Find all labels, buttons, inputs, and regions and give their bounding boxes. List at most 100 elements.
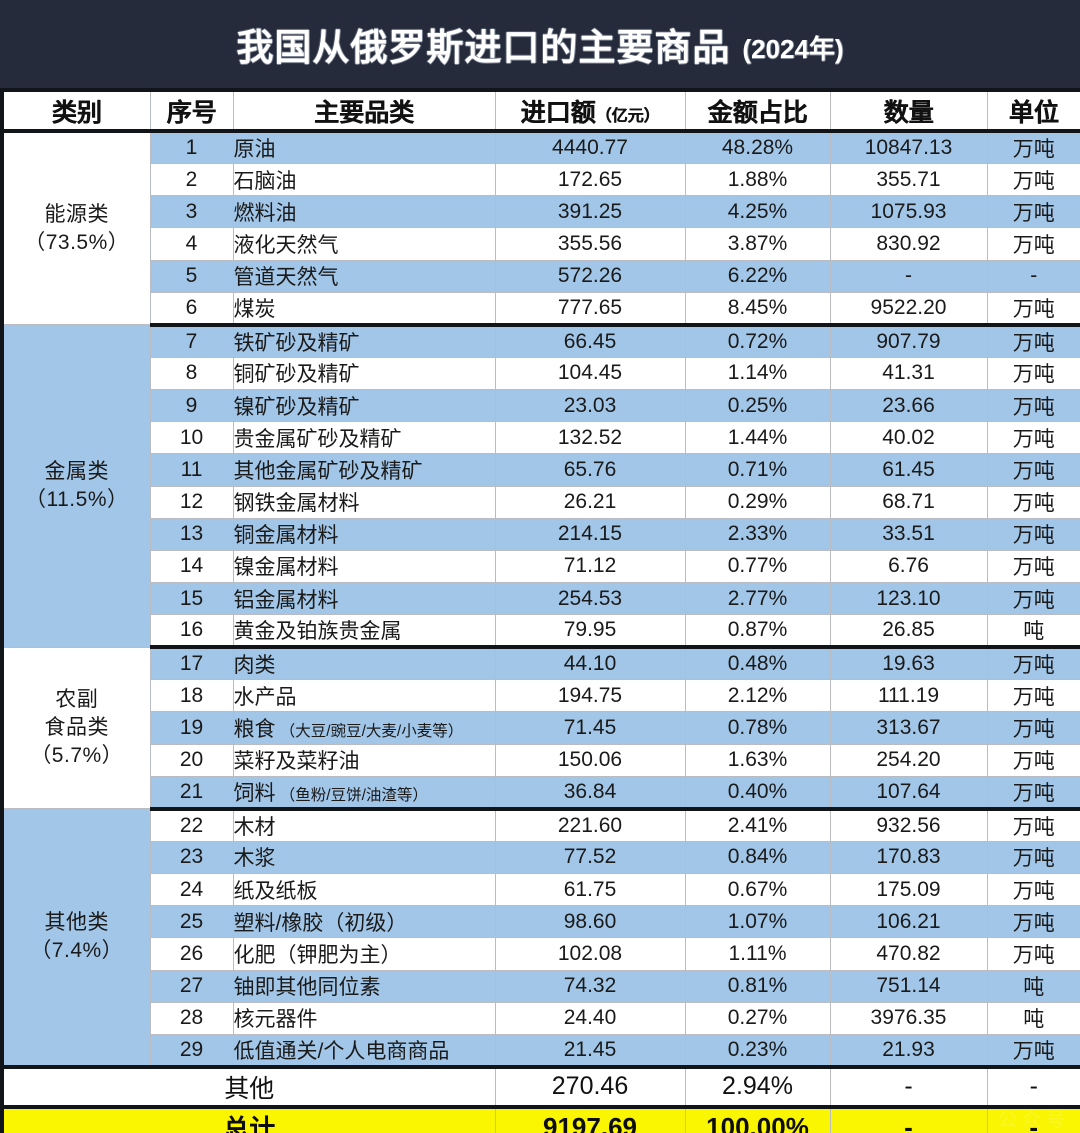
row-index: 16	[149, 614, 234, 650]
table-row: 21 饲料 （鱼粉/豆饼/油渣等） 36.84 0.40% 107.64 万吨	[2, 775, 1080, 811]
row-unit-text: 万吨	[1012, 879, 1055, 903]
title-banner: 我国从俄罗斯进口的主要商品 (2024年)	[0, 0, 1080, 88]
row-quantity: 10847.13	[829, 130, 988, 164]
table-row: 26 化肥（钾肥为主） 102.08 1.11% 470.82 万吨	[2, 937, 1080, 971]
summary-other-label: 其他	[0, 1064, 496, 1108]
row-product: 贵金属矿砂及精矿	[232, 421, 496, 455]
row-share-text: 0.23%	[727, 1037, 788, 1061]
row-product-text: 水产品	[233, 685, 297, 709]
row-unit: 万吨	[986, 162, 1080, 197]
row-amount: 61.75	[494, 872, 686, 907]
table-row: 28 核元器件 24.40 0.27% 3976.35 吨	[2, 1001, 1080, 1035]
table-row: 3 燃料油 391.25 4.25% 1075.93 万吨	[2, 195, 1080, 229]
row-product-text: 钢铁金属材料	[233, 492, 360, 516]
row-unit: 万吨	[986, 324, 1080, 358]
row-amount-text: 24.40	[563, 1006, 617, 1030]
row-share-text: 1.63%	[727, 748, 788, 772]
row-product-text: 铁矿砂及精矿	[233, 331, 360, 355]
row-amount-text: 355.56	[557, 231, 623, 255]
row-quantity-text: 21.93	[882, 1037, 935, 1061]
row-quantity: 254.20	[829, 743, 988, 777]
row-product: 钢铁金属材料	[232, 485, 496, 519]
row-amount-text: 4440.77	[552, 136, 628, 159]
row-index-text: 2	[185, 167, 198, 191]
row-product-text: 原油	[233, 138, 276, 161]
row-quantity-text: 9522.20	[870, 295, 947, 319]
row-amount: 66.45	[494, 324, 686, 358]
row-quantity: 1075.93	[829, 195, 988, 229]
row-amount: 79.95	[494, 614, 686, 650]
row-share: 0.40%	[684, 775, 831, 811]
row-index-text: 27	[179, 974, 204, 998]
row-quantity-text: 470.82	[876, 941, 941, 965]
row-quantity-text: 107.64	[876, 779, 941, 803]
row-share: 2.12%	[684, 679, 831, 713]
row-amount-text: 98.60	[563, 909, 617, 933]
row-product: 石脑油	[232, 162, 496, 197]
row-index-text: 19	[179, 716, 204, 740]
row-index-text: 26	[179, 941, 204, 965]
row-product: 铁矿砂及精矿	[232, 324, 496, 358]
row-share-text: 0.67%	[727, 877, 788, 901]
row-quantity: 21.93	[829, 1033, 988, 1069]
row-index: 21	[149, 775, 234, 811]
row-quantity-text: 33.51	[882, 522, 935, 546]
row-index: 9	[149, 388, 234, 423]
row-product-text: 肉类	[233, 654, 276, 678]
row-unit: 万吨	[986, 195, 1080, 229]
row-quantity-text: 175.09	[876, 877, 941, 901]
row-amount: 71.45	[494, 711, 686, 745]
row-quantity: 170.83	[829, 840, 988, 875]
row-share: 1.14%	[684, 356, 831, 390]
row-amount-text: 391.25	[557, 199, 623, 223]
row-amount-text: 254.53	[557, 586, 623, 610]
row-amount-text: 36.84	[563, 779, 617, 803]
table-row: 能源类 （73.5%） 1 原油 4440.77 48.28% 10847.13 万吨	[0, 130, 1080, 326]
row-share-text: 0.25%	[727, 393, 788, 417]
row-share: 1.11%	[684, 937, 831, 971]
row-unit-text: 万吨	[1012, 556, 1055, 580]
row-share-text: 1.14%	[727, 361, 788, 385]
row-index-text: 25	[179, 909, 204, 933]
row-quantity: 751.14	[829, 969, 988, 1003]
row-index: 12	[149, 485, 234, 519]
row-amount: 74.32	[494, 969, 686, 1003]
header-quantity-label: 数量	[883, 98, 934, 127]
row-product-note: （大豆/豌豆/大麦/小麦等）	[275, 723, 464, 741]
row-unit-text: 万吨	[1012, 297, 1055, 321]
row-unit: 万吨	[986, 743, 1080, 777]
row-share: 1.63%	[684, 743, 831, 777]
row-index: 11	[149, 453, 234, 487]
row-quantity-text: 106.21	[876, 909, 941, 933]
row-product-text: 其他金属矿砂及精矿	[233, 459, 423, 483]
row-share-text: 4.25%	[727, 199, 788, 223]
row-product: 原油	[232, 130, 496, 164]
row-amount: 23.03	[494, 388, 686, 423]
row-amount-text: 214.15	[557, 522, 623, 546]
row-product-text: 饲料	[233, 781, 276, 805]
table-row: 11 其他金属矿砂及精矿 65.76 0.71% 61.45 万吨	[2, 453, 1080, 487]
row-unit: 万吨	[986, 517, 1080, 551]
row-share-text: 2.12%	[727, 683, 788, 707]
row-product: 塑料/橡胶（初级）	[232, 905, 496, 939]
summary-total-row: 总计 9197.69 100.00% - -	[0, 1104, 1080, 1133]
header-unit: 单位	[986, 88, 1080, 133]
row-unit-text: 万吨	[1012, 815, 1055, 839]
category-label-line: 能源类	[44, 202, 109, 226]
row-unit: 吨	[986, 969, 1080, 1003]
row-unit: 万吨	[986, 356, 1080, 390]
row-share: 0.81%	[684, 969, 831, 1003]
row-amount: 44.10	[494, 646, 686, 681]
row-amount: 104.45	[494, 356, 686, 390]
row-index: 10	[149, 421, 234, 455]
row-share-text: 1.44%	[727, 425, 788, 449]
table-row: 6 煤炭 777.65 8.45% 9522.20 万吨	[2, 291, 1080, 327]
row-unit: 万吨	[986, 872, 1080, 907]
row-unit-text: 万吨	[1012, 492, 1055, 516]
row-amount-text: 61.75	[563, 877, 617, 901]
row-amount: 71.12	[494, 549, 686, 584]
row-index-text: 6	[185, 295, 198, 319]
row-product: 液化天然气	[232, 227, 496, 261]
row-index: 28	[149, 1001, 234, 1035]
